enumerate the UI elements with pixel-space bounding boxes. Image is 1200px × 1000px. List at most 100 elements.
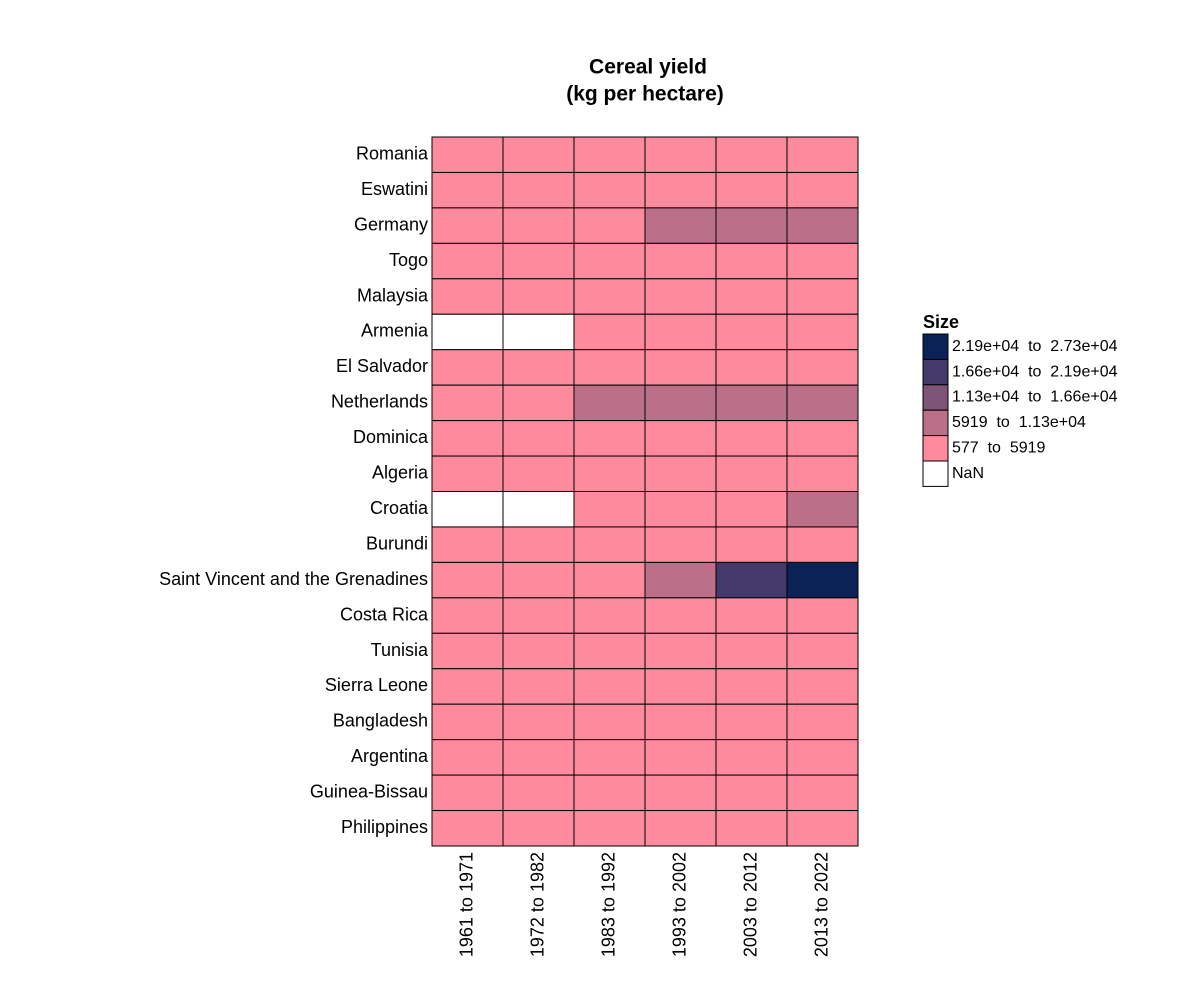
heatmap-cell <box>431 242 504 280</box>
heatmap-cell <box>644 136 717 173</box>
heatmap-cell <box>431 597 504 634</box>
heatmap-cell <box>786 171 859 209</box>
heatmap-cell <box>715 313 788 351</box>
heatmap-cell <box>786 561 859 599</box>
heatmap-cell <box>573 739 646 776</box>
heatmap-cell <box>431 278 504 315</box>
heatmap-cell <box>502 171 575 209</box>
chart-subtitle: (kg per hectare) <box>566 83 724 106</box>
heatmap-cell <box>573 774 646 812</box>
heatmap-cell <box>786 526 859 563</box>
heatmap-cell <box>786 136 859 173</box>
heatmap-cell <box>644 278 717 315</box>
heatmap-cell <box>573 313 646 351</box>
row-label: Eswatini <box>361 179 428 199</box>
heatmap-cell <box>573 171 646 209</box>
legend-swatch <box>922 460 949 487</box>
legend-label: 1.13e+04 to 1.66e+04 <box>952 389 1118 406</box>
heatmap-cell <box>715 491 788 528</box>
legend-swatch <box>922 384 949 411</box>
heatmap-cell <box>431 207 504 244</box>
row-label: Bangladesh <box>333 711 428 731</box>
heatmap-cell <box>786 455 859 492</box>
heatmap-cell <box>786 810 859 847</box>
heatmap-cell <box>644 632 717 670</box>
heatmap-cell <box>502 278 575 315</box>
heatmap-cell <box>502 384 575 422</box>
column-label: 1961 to 1971 <box>456 852 476 957</box>
heatmap-cell <box>431 349 504 386</box>
heatmap-cell <box>502 313 575 351</box>
row-label: Saint Vincent and the Grenadines <box>159 569 428 589</box>
heatmap-cell <box>644 207 717 244</box>
heatmap-cell <box>786 278 859 315</box>
heatmap-cell <box>715 526 788 563</box>
heatmap-cell <box>573 384 646 422</box>
heatmap-cell <box>502 136 575 173</box>
heatmap-cell <box>502 668 575 705</box>
heatmap-cell <box>715 455 788 492</box>
heatmap-cell <box>431 136 504 173</box>
heatmap-cell <box>431 774 504 812</box>
row-label: Croatia <box>370 498 429 518</box>
heatmap-cell <box>502 349 575 386</box>
heatmap-cell <box>502 703 575 741</box>
heatmap-cell <box>502 207 575 244</box>
heatmap-cell <box>715 810 788 847</box>
heatmap-cell <box>644 242 717 280</box>
heatmap-cell <box>644 526 717 563</box>
row-label: Sierra Leone <box>325 675 428 695</box>
heatmap-cell <box>573 703 646 741</box>
row-label: El Salvador <box>336 356 428 376</box>
heatmap-cell <box>573 242 646 280</box>
heatmap-cell <box>786 384 859 422</box>
heatmap-cell <box>644 774 717 812</box>
heatmap-cell <box>431 420 504 457</box>
heatmap-cell <box>786 207 859 244</box>
heatmap-cell <box>644 491 717 528</box>
row-label: Romania <box>356 143 429 163</box>
column-label: 1983 to 1992 <box>598 852 618 957</box>
heatmap-cell <box>786 420 859 457</box>
heatmap-cell <box>644 171 717 209</box>
heatmap-cell <box>715 242 788 280</box>
heatmap-cell <box>786 349 859 386</box>
legend-title: Size <box>923 312 959 332</box>
heatmap-cell <box>715 171 788 209</box>
heatmap-cell <box>573 136 646 173</box>
legend-label: 1.66e+04 to 2.19e+04 <box>952 363 1118 380</box>
heatmap-cell <box>573 349 646 386</box>
heatmap-cell <box>715 136 788 173</box>
heatmap-cell <box>644 597 717 634</box>
heatmap-cell <box>573 668 646 705</box>
heatmap-cell <box>644 739 717 776</box>
heatmap-cell <box>644 703 717 741</box>
heatmap-cell <box>786 242 859 280</box>
heatmap-cell <box>502 810 575 847</box>
heatmap-cell <box>644 420 717 457</box>
heatmap-cell <box>431 384 504 422</box>
heatmap-cell <box>644 313 717 351</box>
heatmap-cell <box>502 739 575 776</box>
chart-title: Cereal yield <box>589 56 707 79</box>
row-label: Germany <box>354 214 428 234</box>
heatmap-cell <box>431 313 504 351</box>
heatmap-cell <box>786 774 859 812</box>
row-label: Guinea-Bissau <box>310 782 428 802</box>
heatmap-cell <box>573 632 646 670</box>
row-label: Argentina <box>351 746 429 766</box>
row-label: Costa Rica <box>340 604 429 624</box>
heatmap-cell <box>431 810 504 847</box>
heatmap-cell <box>644 349 717 386</box>
heatmap-cell <box>502 774 575 812</box>
column-label: 1972 to 1982 <box>527 852 547 957</box>
heatmap-cell <box>502 242 575 280</box>
legend-label: 577 to 5919 <box>952 440 1046 457</box>
row-label: Tunisia <box>371 640 429 660</box>
heatmap-cell <box>431 739 504 776</box>
legend-label: NaN <box>952 465 984 482</box>
heatmap-cell <box>573 561 646 599</box>
heatmap-cell <box>715 739 788 776</box>
heatmap-cell <box>431 561 504 599</box>
